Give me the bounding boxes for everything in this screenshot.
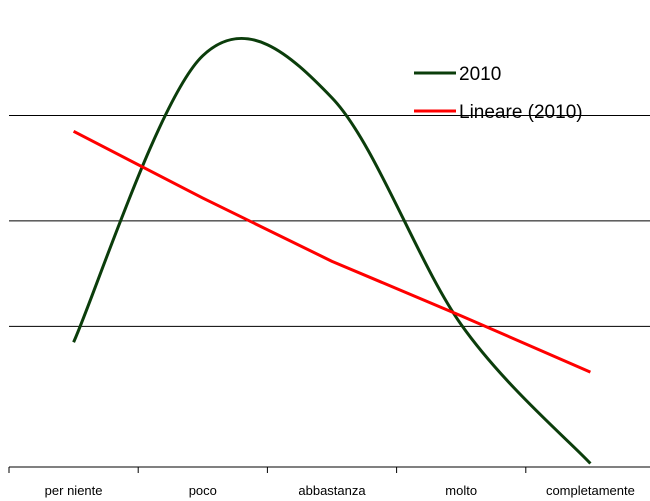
x-tick-label: molto — [445, 483, 477, 498]
x-tick-label: poco — [189, 483, 217, 498]
x-tick-label: per niente — [45, 483, 103, 498]
gridlines — [9, 114, 650, 327]
legend-label-1: Lineare (2010) — [459, 102, 583, 123]
x-tick-label: completamente — [546, 483, 635, 498]
legend-label-0: 2010 — [459, 64, 501, 85]
x-axis-ticks — [8, 467, 527, 473]
series-line-1 — [72, 129, 591, 374]
x-tick-labels: per niente poco abbastanza molto completamen… — [45, 483, 635, 498]
series-line-0 — [72, 36, 592, 465]
series-lines — [72, 36, 592, 465]
legend: 2010 Lineare (2010) — [414, 64, 583, 123]
x-tick-label: abbastanza — [298, 483, 366, 498]
